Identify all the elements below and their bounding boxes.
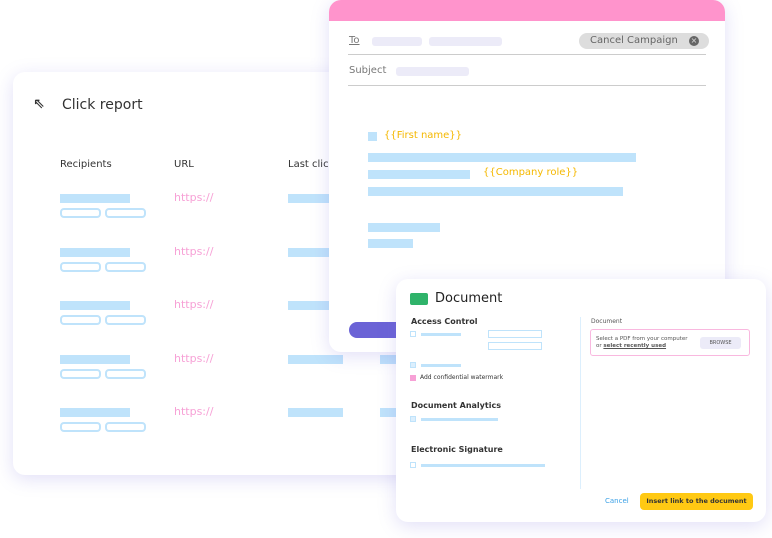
option-line [421, 333, 461, 336]
first-name-tag: {{First name}} [384, 130, 463, 141]
recipient-tag [60, 208, 101, 218]
recipient-name [60, 355, 130, 364]
recipient-name [60, 301, 130, 310]
recipient-tag [105, 422, 146, 432]
dialog-title: Document [435, 291, 503, 306]
body-line [368, 132, 377, 141]
close-circle-icon: × [689, 36, 699, 46]
browse-button[interactable]: BROWSE [700, 337, 741, 349]
last-click-value [288, 248, 343, 257]
last-click-value [288, 408, 343, 417]
subject-field[interactable] [396, 67, 469, 76]
subject-label[interactable]: Subject [349, 65, 387, 76]
recipient-tag [105, 262, 146, 272]
time-input[interactable] [488, 342, 542, 350]
url-link[interactable]: https:// [174, 245, 214, 258]
document-dialog: Document Access Control Add confidential… [396, 279, 766, 522]
divider [348, 54, 706, 55]
option-line [421, 418, 498, 421]
or-text: or [596, 343, 602, 349]
recipient-tag [60, 262, 101, 272]
to-recipient-chip[interactable] [429, 37, 502, 46]
url-link[interactable]: https:// [174, 191, 214, 204]
select-pdf-text: Select a PDF from your computer [596, 336, 688, 342]
checkbox[interactable] [410, 416, 416, 422]
recipient-tag [60, 369, 101, 379]
electronic-signature-heading: Electronic Signature [411, 445, 503, 454]
body-line [368, 153, 636, 162]
cancel-campaign-label: Cancel Campaign [590, 35, 678, 46]
checkbox[interactable] [410, 331, 416, 337]
watermark-label: Add confidential watermark [420, 374, 504, 381]
document-analytics-heading: Document Analytics [411, 401, 501, 410]
watermark-checkbox[interactable] [410, 375, 416, 381]
recipient-tag [105, 208, 146, 218]
url-link[interactable]: https:// [174, 405, 214, 418]
url-link[interactable]: https:// [174, 298, 214, 311]
column-last-click: Last click [288, 159, 335, 170]
to-label[interactable]: To [349, 35, 360, 46]
column-recipients: Recipients [60, 159, 112, 170]
option-line [421, 464, 545, 467]
last-click-value [288, 301, 343, 310]
last-click-value [288, 355, 343, 364]
click-report-title: Click report [62, 97, 143, 113]
insert-link-button[interactable]: Insert link to the document [640, 493, 753, 510]
divider [348, 85, 706, 86]
option-line [421, 364, 461, 367]
body-line [368, 239, 413, 248]
to-recipient-chip[interactable] [372, 37, 422, 46]
upload-area[interactable]: Select a PDF from your computer or selec… [590, 329, 750, 356]
document-envelope-icon [410, 293, 428, 305]
email-header-bar [329, 0, 725, 21]
checkbox[interactable] [410, 462, 416, 468]
checkbox[interactable] [410, 362, 416, 368]
recipient-name [60, 194, 130, 203]
body-line [368, 187, 623, 196]
cancel-button[interactable]: Cancel [605, 497, 629, 505]
column-divider [580, 317, 581, 489]
column-url: URL [174, 159, 194, 170]
company-role-tag: {{Company role}} [483, 167, 579, 178]
body-line [368, 223, 440, 232]
last-click-value [288, 194, 343, 203]
recipient-tag [105, 369, 146, 379]
body-line [368, 170, 470, 179]
access-control-heading: Access Control [411, 317, 478, 326]
select-recently-used-link[interactable]: select recently used [603, 343, 667, 349]
recipient-tag [60, 422, 101, 432]
document-label: Document [591, 318, 623, 325]
url-link[interactable]: https:// [174, 352, 214, 365]
recipient-tag [105, 315, 146, 325]
recipient-name [60, 248, 130, 257]
recipient-tag [60, 315, 101, 325]
cursor-click-icon: ⇖ [33, 96, 45, 112]
date-input[interactable] [488, 330, 542, 338]
recipient-name [60, 408, 130, 417]
cancel-campaign-button[interactable]: Cancel Campaign × [579, 33, 709, 49]
